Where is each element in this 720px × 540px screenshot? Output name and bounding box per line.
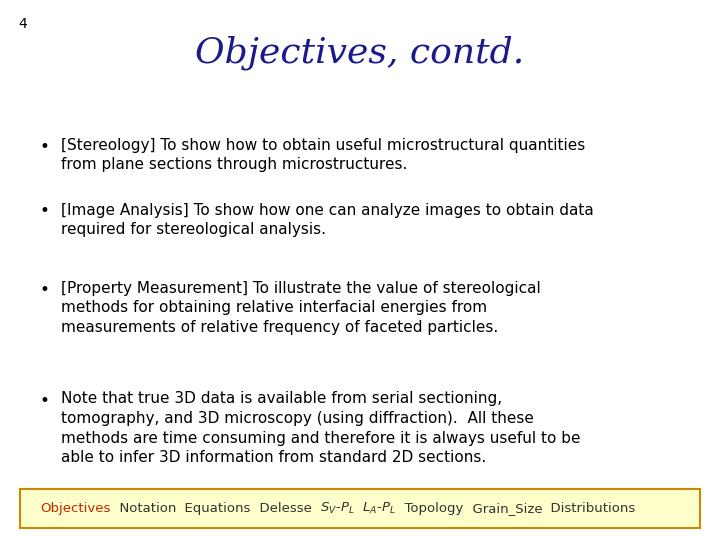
Text: $S_V$-$P_L$: $S_V$-$P_L$ — [312, 501, 354, 516]
Text: [Image Analysis] To show how one can analyze images to obtain data
required for : [Image Analysis] To show how one can ana… — [61, 202, 594, 237]
Text: Note that true 3D data is available from serial sectioning,
tomography, and 3D m: Note that true 3D data is available from… — [61, 392, 581, 465]
Text: •: • — [40, 202, 50, 220]
Text: 4: 4 — [18, 17, 27, 31]
Text: $L_A$-$P_L$: $L_A$-$P_L$ — [354, 501, 396, 516]
Text: Topology: Topology — [396, 502, 464, 515]
Text: Distributions: Distributions — [542, 502, 636, 515]
Text: •: • — [40, 138, 50, 156]
Text: Equations: Equations — [176, 502, 251, 515]
Text: Grain_Size: Grain_Size — [464, 502, 542, 515]
Text: •: • — [40, 392, 50, 409]
Text: [Stereology] To show how to obtain useful microstructural quantities
from plane : [Stereology] To show how to obtain usefu… — [61, 138, 585, 172]
Text: Objectives, contd.: Objectives, contd. — [195, 35, 525, 70]
Text: •: • — [40, 281, 50, 299]
FancyBboxPatch shape — [20, 489, 700, 528]
Text: Objectives: Objectives — [40, 502, 111, 515]
Text: Notation: Notation — [111, 502, 176, 515]
Text: [Property Measurement] To illustrate the value of stereological
methods for obta: [Property Measurement] To illustrate the… — [61, 281, 541, 335]
Text: Delesse: Delesse — [251, 502, 312, 515]
